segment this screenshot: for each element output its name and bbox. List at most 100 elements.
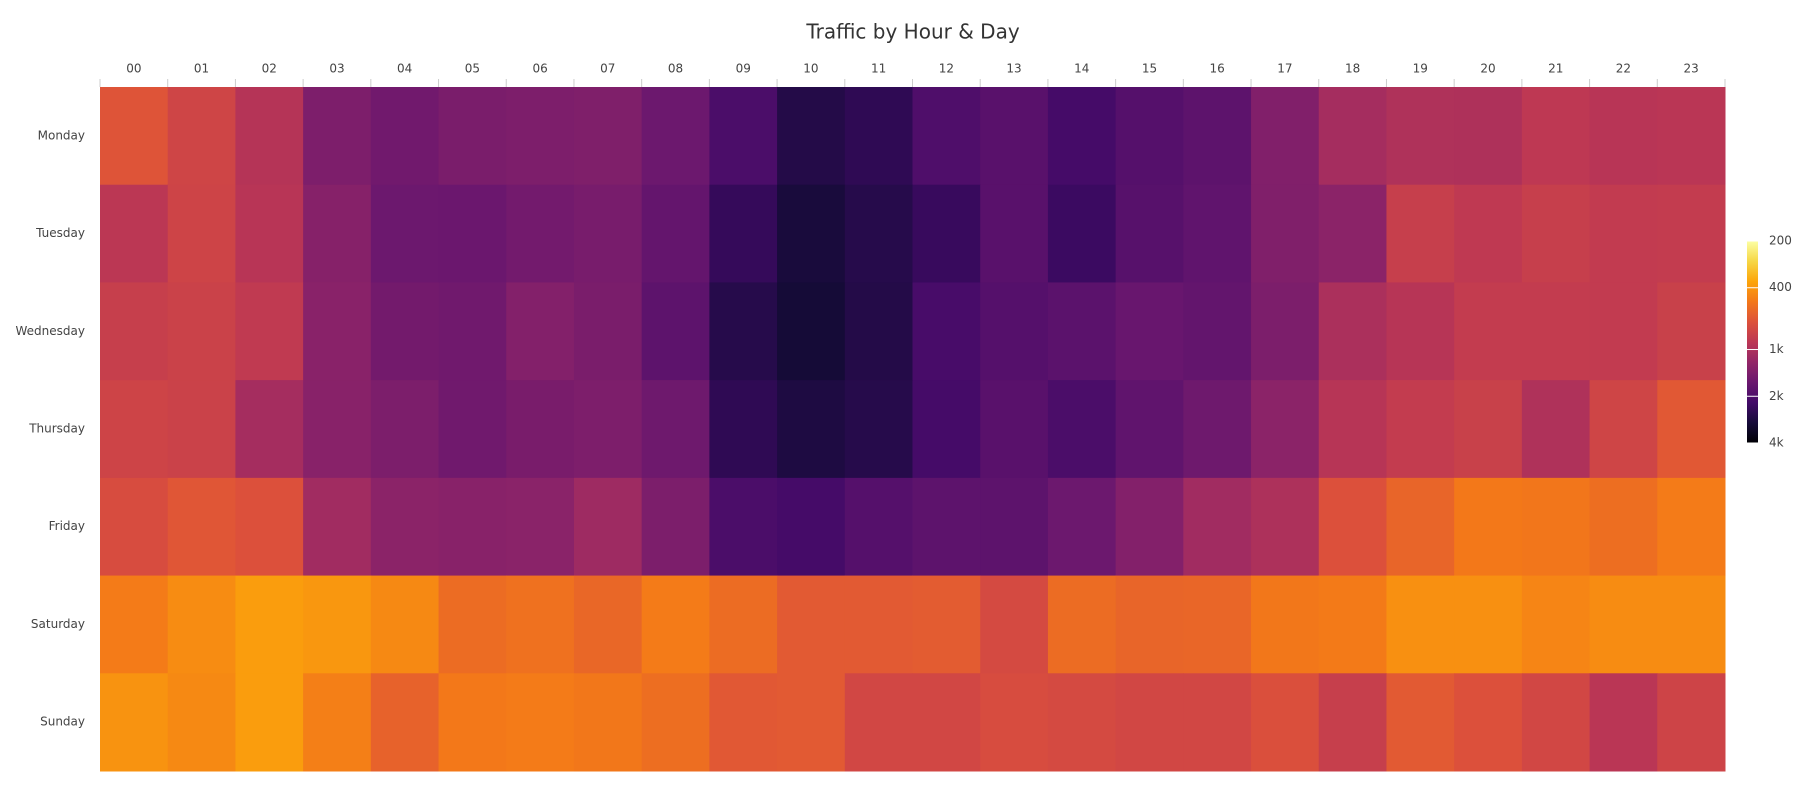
heat-cell	[100, 673, 169, 772]
heat-cell	[573, 380, 643, 479]
heat-cell	[777, 477, 846, 577]
heat-cell	[777, 673, 846, 772]
heat-cell	[1521, 673, 1591, 772]
x-tick-label: 19	[1413, 62, 1428, 76]
heat-cell	[235, 380, 304, 479]
heat-cell	[1183, 87, 1252, 186]
heat-cell	[1251, 380, 1320, 479]
heat-cell	[167, 380, 236, 479]
heat-cell	[1589, 184, 1658, 283]
heat-cell	[844, 575, 913, 674]
heat-cell	[370, 282, 440, 381]
y-tick-label: Tuesday	[35, 226, 85, 240]
heat-cell	[1657, 477, 1726, 577]
x-tick-label: 22	[1616, 62, 1631, 76]
heat-cell	[1115, 673, 1184, 772]
heat-cell	[1251, 673, 1320, 772]
heat-cell	[438, 673, 507, 772]
heat-cell	[980, 380, 1049, 479]
colorbar-tick-label: 400	[1769, 280, 1792, 294]
heat-cell	[167, 673, 236, 772]
x-tick-label: 06	[532, 62, 547, 76]
heat-cell	[641, 380, 710, 479]
heat-cell	[1047, 673, 1117, 772]
heat-cell	[777, 87, 846, 186]
heat-cell	[1657, 282, 1726, 381]
heat-cell	[1657, 87, 1726, 186]
heat-cell	[1521, 575, 1591, 674]
heat-cell	[1047, 477, 1117, 577]
heat-cell	[370, 184, 440, 283]
heat-cell	[1183, 184, 1252, 283]
heat-cell	[303, 184, 372, 283]
heat-cell	[641, 87, 710, 186]
heat-cell	[844, 477, 913, 577]
heat-cell	[1183, 282, 1252, 381]
heat-cell	[1589, 282, 1658, 381]
heat-cell	[1047, 282, 1117, 381]
heat-cell	[1183, 575, 1252, 674]
heat-cell	[1386, 380, 1455, 479]
heat-cell	[641, 575, 710, 674]
heat-cell	[1454, 184, 1523, 283]
heat-cell	[303, 380, 372, 479]
heat-cell	[167, 477, 236, 577]
heat-cell	[980, 282, 1049, 381]
x-tick-label: 03	[329, 62, 344, 76]
heat-cell	[573, 282, 643, 381]
heat-cell	[438, 87, 507, 186]
heat-cell	[303, 575, 372, 674]
x-tick-label: 12	[939, 62, 954, 76]
heat-cell	[1251, 282, 1320, 381]
heat-cell	[303, 477, 372, 577]
x-tick-label: 20	[1480, 62, 1495, 76]
x-tick-label: 09	[736, 62, 751, 76]
heat-cell	[709, 575, 778, 674]
colorbar	[1747, 241, 1758, 443]
heat-cell	[1589, 87, 1658, 186]
heat-cell	[912, 380, 981, 479]
heat-cell	[573, 184, 643, 283]
heat-cell	[167, 87, 236, 186]
heat-cell	[438, 575, 507, 674]
heat-cell	[1454, 87, 1523, 186]
heat-cell	[573, 673, 643, 772]
heat-cell	[912, 87, 981, 186]
heat-cell	[100, 282, 169, 381]
x-tick-label: 13	[1006, 62, 1021, 76]
x-tick-label: 04	[397, 62, 412, 76]
colorbar-tick-label: 200	[1769, 234, 1792, 248]
heat-cell	[1183, 673, 1252, 772]
x-tick-label: 10	[803, 62, 818, 76]
heat-cell	[912, 282, 981, 381]
colorbar-tick-label: 2k	[1769, 389, 1784, 403]
heat-cell	[438, 477, 507, 577]
heat-cell	[1115, 575, 1184, 674]
x-tick-label: 14	[1074, 62, 1089, 76]
heat-cell	[980, 673, 1049, 772]
heat-cell	[1589, 380, 1658, 479]
heat-cell	[1047, 380, 1117, 479]
heat-cell	[1318, 184, 1387, 283]
heat-cell	[235, 673, 304, 772]
y-tick-label: Wednesday	[16, 324, 85, 338]
chart-title: Traffic by Hour & Day	[805, 20, 1019, 44]
heat-cell	[912, 477, 981, 577]
heat-cell	[1318, 673, 1387, 772]
x-tick-label: 23	[1684, 62, 1699, 76]
heat-cell	[1454, 282, 1523, 381]
heat-cell	[709, 282, 778, 381]
x-tick-label: 11	[871, 62, 886, 76]
heat-cell	[303, 87, 372, 186]
x-tick-label: 01	[194, 62, 209, 76]
heat-cell	[235, 87, 304, 186]
heat-cell	[844, 184, 913, 283]
heat-cell	[844, 282, 913, 381]
heat-cell	[1521, 282, 1591, 381]
heat-cell	[777, 380, 846, 479]
heat-cell	[506, 184, 575, 283]
heat-cell	[1589, 673, 1658, 772]
heat-cell	[235, 575, 304, 674]
x-tick-label: 15	[1142, 62, 1157, 76]
